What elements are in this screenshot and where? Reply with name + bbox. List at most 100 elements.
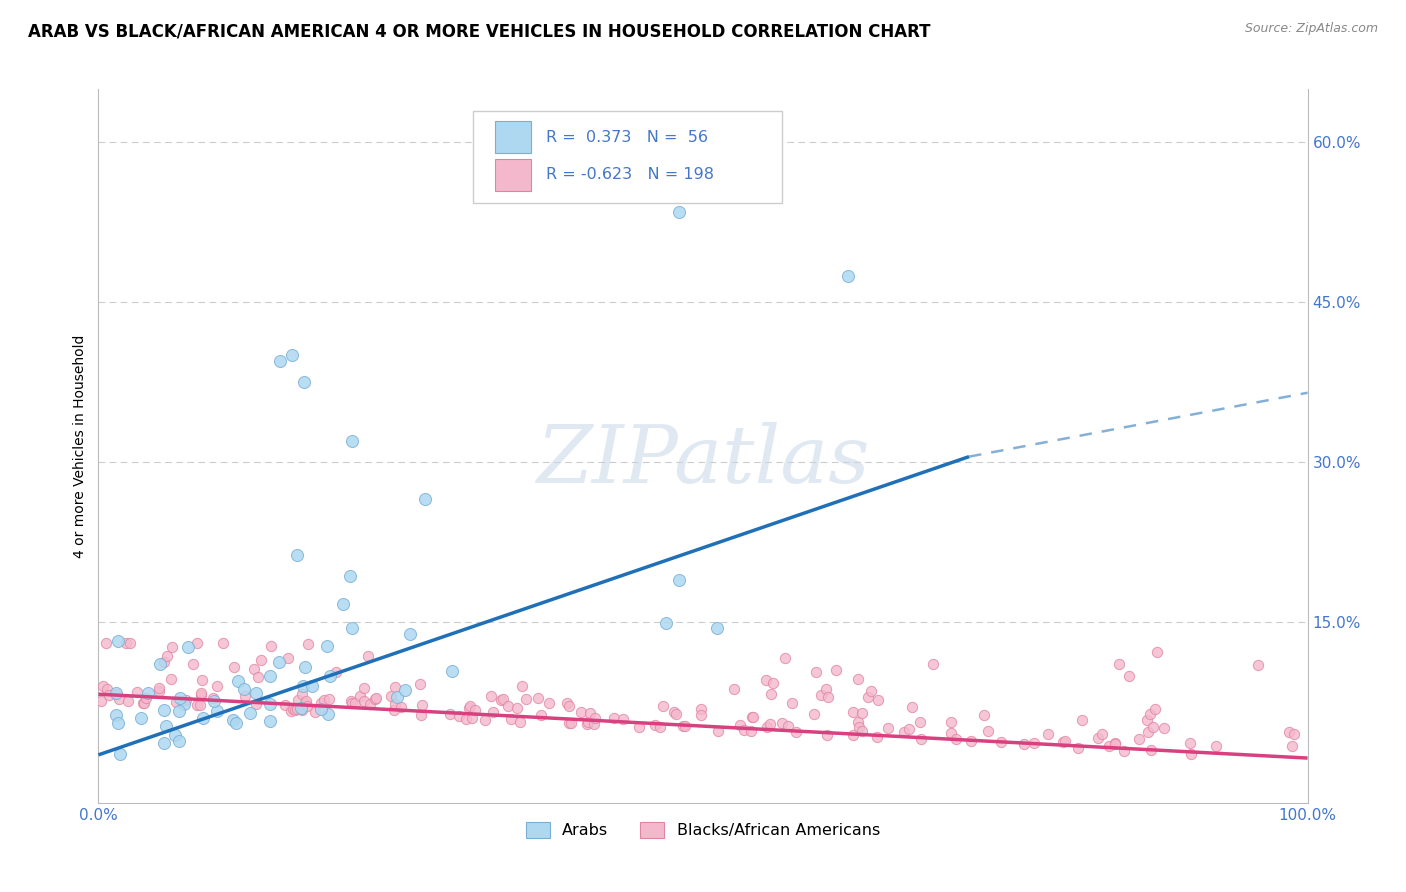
- Point: [149, 657, 172, 671]
- Point: [117, 694, 139, 708]
- Point: [409, 708, 432, 723]
- Point: [742, 710, 765, 724]
- Point: [856, 690, 879, 704]
- Point: [499, 712, 522, 726]
- Point: [908, 714, 931, 729]
- Point: [945, 732, 967, 747]
- Point: [287, 702, 309, 716]
- Point: [728, 718, 751, 732]
- Point: [690, 708, 713, 723]
- Point: [353, 694, 375, 708]
- Point: [339, 569, 361, 583]
- Point: [389, 700, 412, 714]
- Point: [673, 719, 696, 733]
- Point: [160, 640, 183, 654]
- Text: ZIPatlas: ZIPatlas: [536, 422, 870, 499]
- Point: [449, 709, 471, 723]
- Point: [1146, 645, 1168, 659]
- Point: [668, 204, 690, 219]
- Point: [107, 692, 129, 706]
- Point: [1118, 669, 1140, 683]
- Point: [578, 706, 600, 721]
- Point: [309, 702, 332, 716]
- Point: [201, 690, 224, 705]
- Point: [96, 636, 118, 650]
- Point: [939, 726, 962, 740]
- Point: [583, 711, 606, 725]
- Point: [399, 627, 422, 641]
- Point: [297, 698, 319, 713]
- Point: [413, 492, 436, 507]
- Point: [186, 698, 208, 712]
- Point: [316, 639, 339, 653]
- Point: [129, 711, 152, 725]
- Point: [941, 714, 963, 729]
- Point: [135, 690, 157, 705]
- Point: [339, 693, 361, 707]
- Point: [583, 717, 606, 731]
- Point: [848, 720, 870, 734]
- Point: [866, 730, 889, 744]
- Point: [125, 685, 148, 699]
- Point: [1178, 736, 1201, 750]
- Point: [169, 691, 191, 706]
- Point: [1128, 731, 1150, 746]
- Point: [612, 712, 634, 726]
- Point: [1052, 734, 1074, 748]
- Point: [557, 696, 579, 710]
- Point: [319, 668, 342, 682]
- Point: [343, 696, 366, 710]
- Point: [249, 653, 271, 667]
- Point: [357, 648, 380, 663]
- Point: [474, 713, 496, 727]
- Point: [353, 681, 375, 695]
- Point: [1140, 743, 1163, 757]
- Text: Source: ZipAtlas.com: Source: ZipAtlas.com: [1244, 22, 1378, 36]
- Point: [226, 674, 249, 689]
- Point: [411, 698, 433, 713]
- Point: [394, 682, 416, 697]
- Point: [690, 702, 713, 716]
- Point: [186, 636, 208, 650]
- Point: [755, 673, 778, 688]
- Text: R = -0.623   N = 198: R = -0.623 N = 198: [546, 168, 714, 182]
- Point: [222, 714, 245, 728]
- Point: [851, 723, 873, 738]
- Point: [1180, 747, 1202, 762]
- Point: [193, 711, 215, 725]
- Point: [1247, 658, 1270, 673]
- Point: [1136, 713, 1159, 727]
- Point: [160, 672, 183, 686]
- Point: [349, 690, 371, 704]
- Point: [1281, 739, 1303, 754]
- FancyBboxPatch shape: [495, 121, 531, 153]
- Point: [174, 693, 197, 707]
- Point: [440, 665, 463, 679]
- Point: [239, 706, 262, 720]
- Point: [297, 637, 319, 651]
- Point: [1137, 724, 1160, 739]
- Point: [304, 705, 326, 719]
- Point: [205, 704, 228, 718]
- Point: [662, 705, 685, 719]
- Point: [1098, 739, 1121, 754]
- Point: [456, 712, 478, 726]
- Point: [806, 665, 828, 679]
- Point: [576, 717, 599, 731]
- Point: [810, 688, 832, 702]
- Point: [489, 692, 512, 706]
- Point: [1091, 727, 1114, 741]
- Point: [1070, 713, 1092, 727]
- Text: ARAB VS BLACK/AFRICAN AMERICAN 4 OR MORE VEHICLES IN HOUSEHOLD CORRELATION CHART: ARAB VS BLACK/AFRICAN AMERICAN 4 OR MORE…: [28, 22, 931, 40]
- Point: [408, 677, 430, 691]
- Point: [759, 687, 782, 701]
- Text: R =  0.373   N =  56: R = 0.373 N = 56: [546, 129, 707, 145]
- Point: [382, 703, 405, 717]
- Point: [755, 720, 778, 734]
- Point: [290, 687, 312, 701]
- Point: [104, 686, 127, 700]
- Point: [706, 724, 728, 739]
- Point: [366, 690, 388, 705]
- Point: [309, 697, 332, 711]
- Point: [1144, 702, 1167, 716]
